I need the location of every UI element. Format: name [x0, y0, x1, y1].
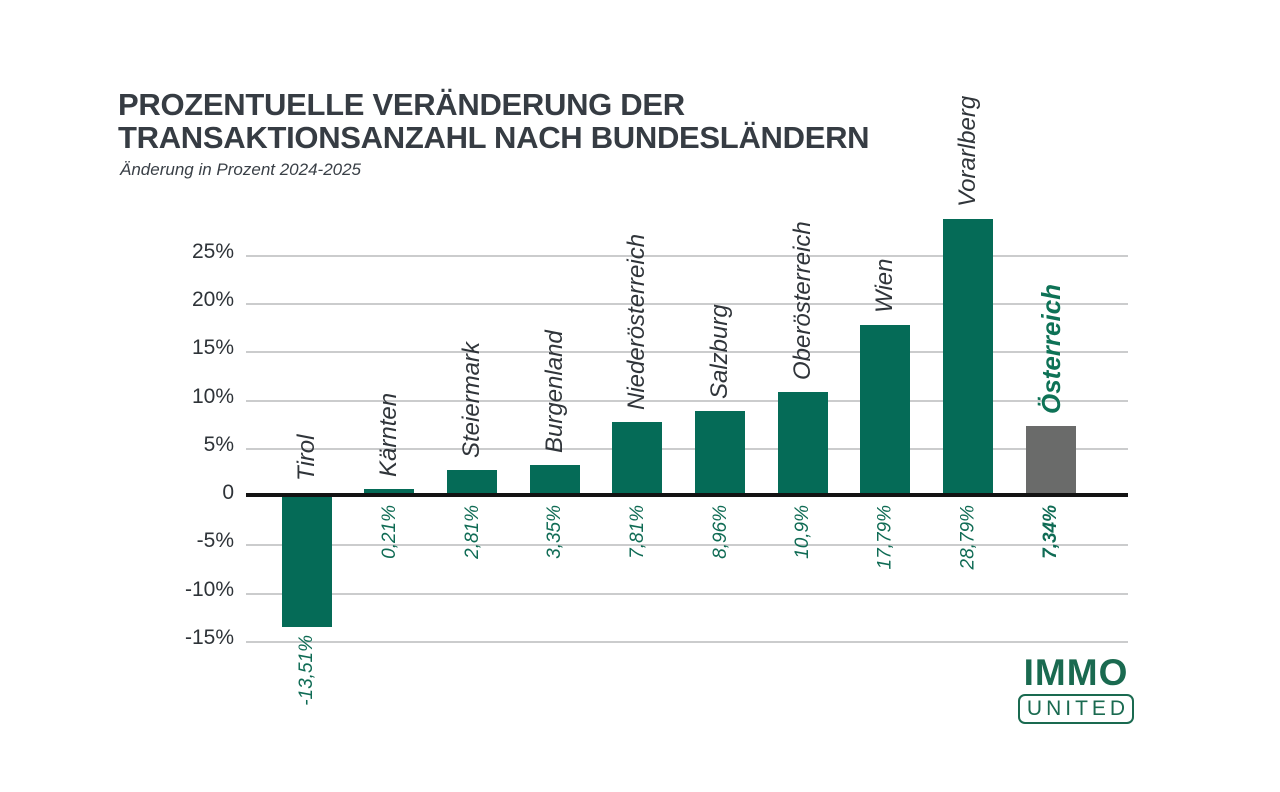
bar-vorarlberg — [943, 219, 994, 497]
immo-united-logo: IMMO UNITED — [1016, 654, 1136, 724]
y-tick-label: -5% — [196, 529, 234, 553]
gridline — [246, 303, 1128, 305]
bar-burgenland — [529, 464, 580, 497]
value-label: 8,96% — [709, 505, 731, 559]
value-label: 3,35% — [544, 505, 566, 559]
page-title-line2: TRANSAKTIONSANZAHL NACH BUNDESLÄNDERN — [118, 120, 870, 155]
gridline — [246, 544, 1128, 547]
gridline — [246, 399, 1128, 402]
y-tick-label: 5% — [203, 432, 234, 456]
value-label: 17,79% — [874, 505, 896, 570]
category-label: Burgenland — [540, 329, 568, 453]
y-tick-label: -10% — [184, 577, 234, 601]
category-label: Steiermark — [457, 341, 485, 458]
logo-immo-text: IMMO — [1023, 652, 1129, 693]
value-label: 7,34% — [1040, 505, 1062, 559]
gridline — [246, 254, 1128, 257]
value-label: -13,51% — [296, 635, 317, 707]
gridline — [246, 592, 1128, 595]
page-title-line1: PROZENTUELLE VERÄNDERUNG DER — [118, 87, 685, 122]
page-subtitle: Änderung in Prozent 2024-2025 — [120, 160, 362, 179]
category-label: Wien — [871, 258, 899, 314]
page-title: PROZENTUELLE VERÄNDERUNG DER TRANSAKTION… — [118, 87, 870, 155]
bar-steiermark — [446, 469, 497, 497]
bar-nieder-sterreich — [612, 421, 663, 497]
category-label: Oberösterreich — [788, 221, 816, 380]
value-label: 0,21% — [378, 505, 400, 559]
category-label: Vorarlberg — [954, 96, 982, 208]
value-label: 10,9% — [792, 505, 814, 559]
bar--sterreich — [1025, 426, 1076, 497]
zero-axis-line — [246, 493, 1128, 497]
bar-tirol — [281, 497, 332, 628]
y-tick-label: 25% — [191, 239, 234, 263]
y-tick-label: 0 — [222, 481, 234, 504]
y-tick-label: 10% — [191, 384, 234, 408]
bar-wien — [860, 325, 911, 497]
category-label: Salzburg — [706, 303, 733, 399]
value-label: 28,79% — [957, 505, 979, 570]
gridline — [246, 351, 1128, 354]
value-label: 7,81% — [626, 505, 648, 559]
category-label: Niederösterreich — [623, 233, 651, 410]
logo-united-text: UNITED — [1017, 694, 1135, 724]
category-label: Kärnten — [375, 392, 403, 477]
gridline — [246, 447, 1128, 450]
y-tick-label: 15% — [191, 336, 234, 360]
y-tick-label: -15% — [184, 625, 234, 649]
gridline — [246, 640, 1128, 643]
bar-salzburg — [695, 410, 745, 497]
category-label: Tirol — [292, 434, 320, 481]
bar-ober-sterreich — [777, 391, 828, 497]
y-tick-label: 20% — [191, 288, 234, 311]
value-label: 2,81% — [461, 505, 483, 559]
category-label: Österreich — [1035, 284, 1066, 415]
